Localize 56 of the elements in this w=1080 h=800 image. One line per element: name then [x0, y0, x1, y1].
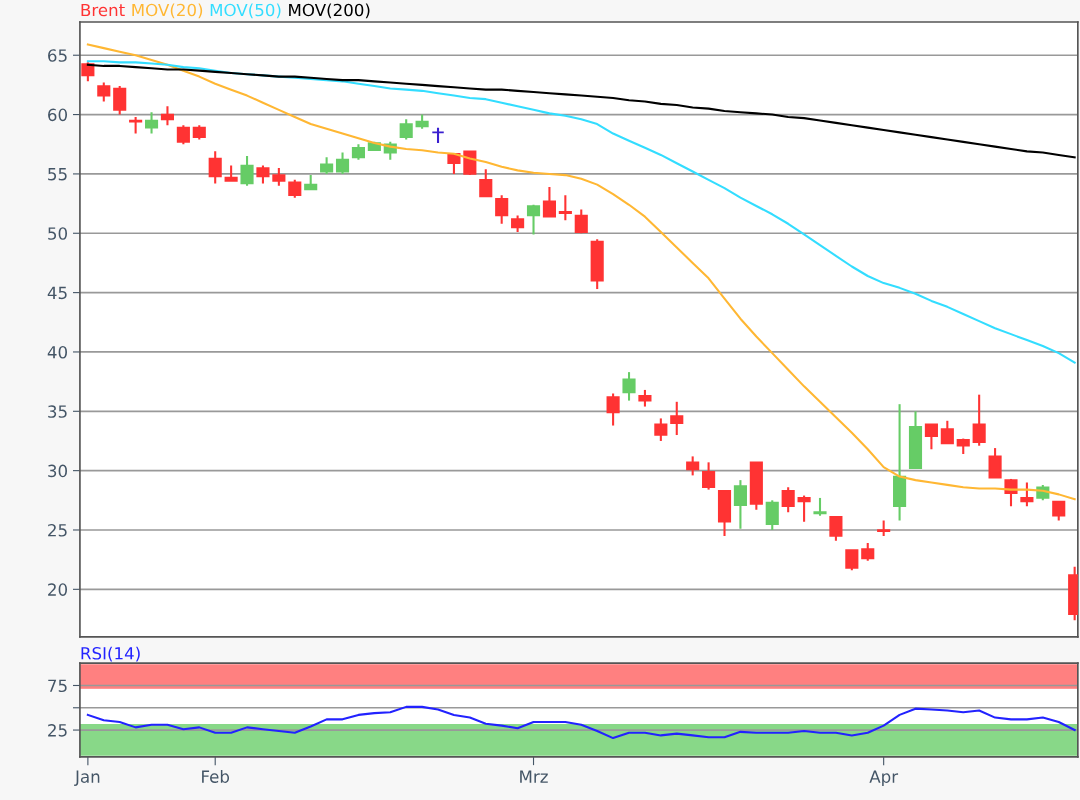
- candlestick: [558, 194, 572, 222]
- y-tick-label: 75: [48, 679, 67, 693]
- candlestick: [972, 393, 986, 447]
- y-tick-label: 20: [48, 583, 68, 596]
- y-tick-label: 25: [48, 724, 67, 737]
- x-tick-label: Apr: [869, 770, 899, 787]
- text: Brent: [81, 3, 125, 17]
- candlestick: [988, 447, 1002, 479]
- candlestick: [144, 111, 159, 135]
- candlestick: [240, 155, 254, 187]
- candlestick: [781, 486, 795, 514]
- candlestick: [654, 417, 668, 443]
- y-tick-label: 35: [48, 405, 67, 418]
- text: MOV(20): [132, 3, 203, 19]
- candlestick: [97, 81, 111, 103]
- x-tick-label: Feb: [202, 769, 230, 783]
- x-tick-label: Mrz: [520, 770, 548, 783]
- candlestick: [686, 455, 700, 477]
- candlestick: [399, 118, 413, 141]
- candlestick: [208, 150, 222, 185]
- text: MOV(50): [210, 3, 281, 19]
- candlestick: [81, 61, 95, 83]
- x-tick-label: Jan: [74, 770, 100, 786]
- y-tick-label: 45: [47, 286, 67, 300]
- candlestick: [495, 194, 509, 225]
- candlestick: [176, 124, 190, 146]
- candlestick: [702, 461, 716, 491]
- y-tick-label: 65: [48, 49, 67, 62]
- y-tick-label: 60: [48, 108, 68, 122]
- candlestick: [765, 499, 779, 532]
- candlestick: [335, 151, 350, 175]
- text: RSI(14): [81, 646, 140, 662]
- y-tick-label: 50: [48, 227, 68, 240]
- candlestick: [606, 392, 620, 427]
- y-tick-label: 25: [48, 523, 67, 537]
- candlestick: [542, 185, 557, 218]
- candlestick: [479, 168, 493, 198]
- line-series: [86, 705, 1076, 740]
- candlestick: [829, 515, 843, 542]
- candlestick: [113, 85, 127, 116]
- candlestick: [1052, 500, 1066, 522]
- candlestick: [670, 400, 684, 437]
- candlestick: [940, 419, 954, 445]
- candlestick: [845, 549, 859, 572]
- y-tick-label: 55: [48, 168, 67, 181]
- candlestick: [924, 423, 938, 451]
- y-tick-label: 40: [47, 345, 68, 359]
- text: MOV(200): [289, 3, 370, 19]
- candlestick: [733, 479, 747, 530]
- candlestick: [622, 371, 636, 402]
- candlestick: [526, 203, 541, 236]
- candlestick: [797, 494, 811, 523]
- line-series: [86, 43, 1076, 501]
- candlestick: [160, 105, 175, 127]
- candlestick: [1020, 481, 1034, 508]
- y-tick-label: 30: [48, 464, 68, 478]
